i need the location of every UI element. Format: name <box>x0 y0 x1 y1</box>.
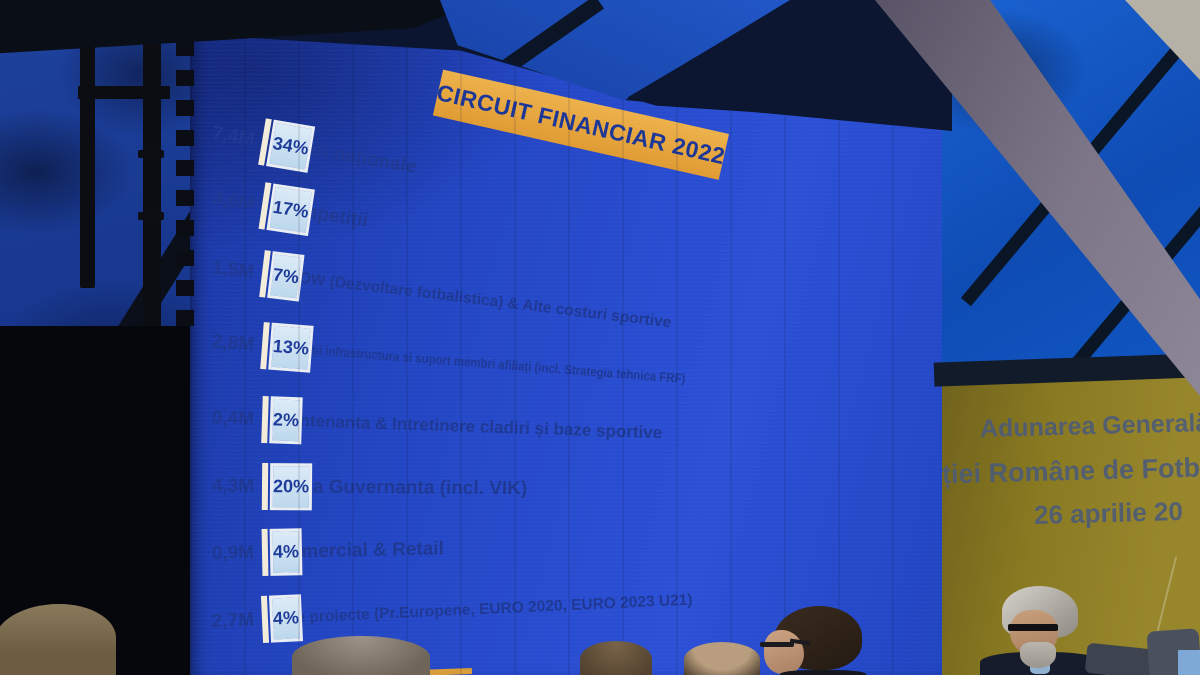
percent-badge: 13% <box>268 322 314 373</box>
budget-bar: Mentenanta & Intretinere cladiri și baze… <box>211 396 663 444</box>
percent-badge: 7% <box>267 251 305 302</box>
percent-badge: 2% <box>269 396 303 445</box>
glasses <box>760 642 794 647</box>
person-gray-beard <box>980 586 1108 675</box>
row-label: Investiții infrastructura si suport memb… <box>275 339 686 386</box>
scaffold-pole <box>77 14 98 288</box>
person-with-glasses <box>760 606 866 675</box>
person-face <box>764 630 804 674</box>
row-value: 7,4M <box>210 122 256 151</box>
budget-row: Comercial & Retail 0,9M 4% <box>212 517 909 576</box>
wall-banner-line: ției Române de Fotb <box>941 452 1200 490</box>
scaffold-clamp <box>138 212 164 220</box>
row-value: 0,4M <box>211 406 255 430</box>
person-silhouette <box>684 642 760 675</box>
person-hair <box>0 604 116 675</box>
percent-badge: 4% <box>269 528 303 576</box>
scaffold-crossbar <box>78 86 170 99</box>
scaffold-pole <box>143 0 161 330</box>
row-value: 4,3M <box>211 475 255 497</box>
row-value: 3,6M <box>210 187 256 215</box>
led-screen: CIRCUIT FINANCIAR 2022 Loturi naționale … <box>190 34 942 675</box>
percent-badge: 17% <box>266 183 315 237</box>
screen-mount-brackets <box>176 40 194 336</box>
scaffold-clamp <box>138 150 164 158</box>
row-label: Mentenanta & Intretinere cladiri și baze… <box>275 409 663 442</box>
percent-badge: 34% <box>266 119 316 173</box>
chair-back <box>1084 642 1154 675</box>
budget-bar: Buna Guvernanta (incl. VIK) 4,3M <box>212 463 527 511</box>
budget-bar: Comercial & Retail 0,9M <box>212 528 444 576</box>
row-value: 2,8M <box>211 330 255 355</box>
blue-object <box>1178 650 1200 675</box>
row-value: 1,5M <box>210 256 256 283</box>
person-shoulder <box>780 670 866 675</box>
person-hair <box>684 642 760 675</box>
person-hair <box>292 636 430 675</box>
row-value: 0,9M <box>211 541 255 564</box>
person-silhouette <box>580 641 652 675</box>
wall-banner-line: Adunarea Generală <box>979 409 1200 443</box>
person-silhouette <box>0 604 116 675</box>
person-beard <box>1020 642 1056 668</box>
person-hair <box>580 641 652 675</box>
person-silhouette <box>292 636 430 675</box>
budget-bar: Alte proiecte (Pr.Europene, EURO 2020, E… <box>211 591 693 643</box>
row-label: Buna Guvernanta (incl. VIK) <box>275 475 528 499</box>
percent-badge: 20% <box>269 463 313 511</box>
budget-row: Buna Guvernanta (incl. VIK) 4,3M 20% <box>212 463 908 516</box>
row-value: 2,7M <box>211 608 255 632</box>
glasses <box>1008 624 1058 631</box>
wall-banner-line: 26 aprilie 20 <box>1033 496 1184 530</box>
row-label: Alte proiecte (Pr.Europene, EURO 2020, E… <box>275 590 693 627</box>
